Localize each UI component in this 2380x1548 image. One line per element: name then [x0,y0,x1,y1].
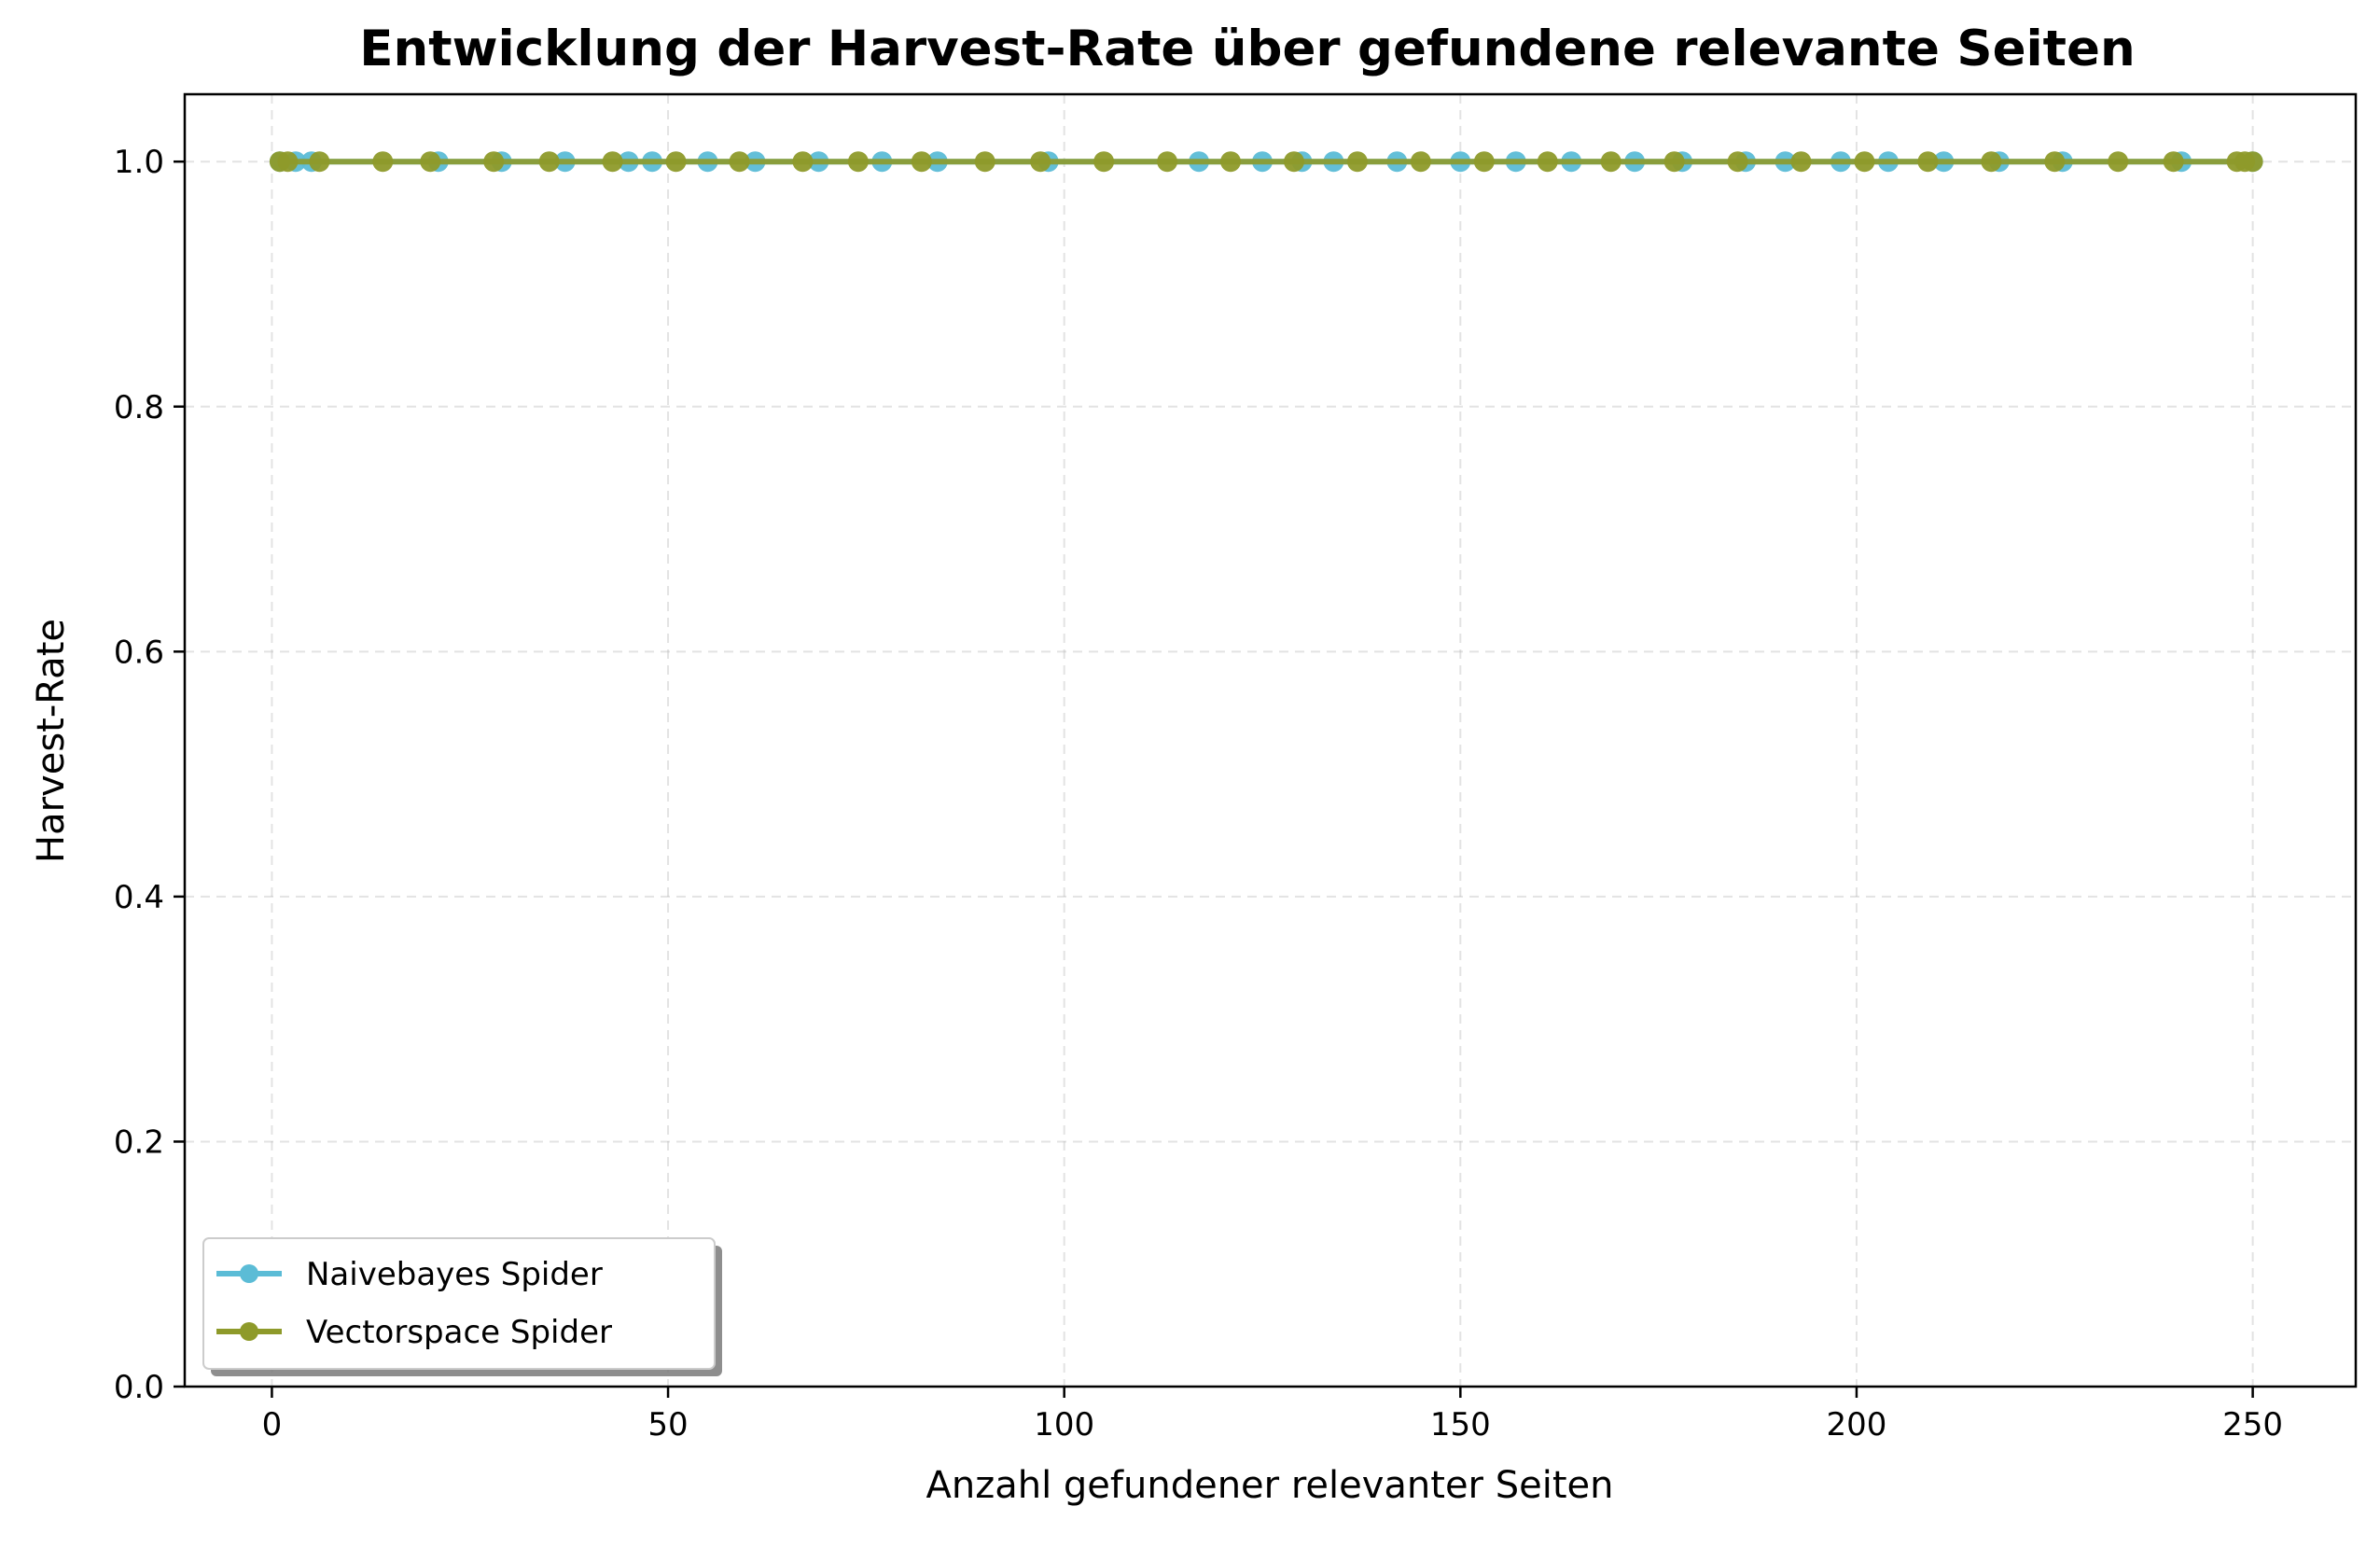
data-point [602,151,623,173]
y-tick-label: 0.2 [114,1123,164,1161]
y-tick-label: 0.8 [114,389,164,426]
y-tick-label: 0.4 [114,879,164,916]
x-tick-label: 0 [262,1406,283,1443]
series-2 [269,151,2263,173]
data-point [1473,151,1495,173]
data-point [974,151,995,173]
data-point [420,151,441,173]
data-point [1981,151,2002,173]
x-tick-label: 150 [1430,1406,1491,1443]
data-point [1410,151,1431,173]
y-tick-label: 1.0 [114,144,164,181]
x-tick-label: 200 [1827,1406,1887,1443]
data-point [1030,151,1051,173]
data-point [2108,151,2129,173]
data-point [483,151,505,173]
legend-marker [240,1322,258,1341]
legend-marker [240,1264,258,1283]
x-tick-label: 100 [1034,1406,1094,1443]
chart-title: Entwicklung der Harvest-Rate über gefund… [359,21,2135,77]
data-point [1600,151,1621,173]
data-point [729,151,750,173]
y-tick-label: 0.0 [114,1369,164,1406]
x-tick-label: 250 [2222,1406,2283,1443]
data-point [309,151,330,173]
legend-label: Naivebayes Spider [306,1256,603,1293]
data-point [665,151,687,173]
axis-ticks: 0 50 100 150 200 250 0.0 0.2 0.4 0.6 0.8 1.0 [114,144,2283,1443]
plot-area-frame [183,92,2358,1388]
data-point [2242,151,2263,173]
data-point [911,151,932,173]
data-point [1283,151,1304,173]
data-point [2163,151,2184,173]
data-point [277,151,299,173]
data-point [372,151,394,173]
data-point [1346,151,1368,173]
data-point [538,151,560,173]
data-point [847,151,869,173]
data-point [1727,151,1748,173]
data-point [1157,151,1178,173]
legend-box [202,1237,716,1370]
data-point [1663,151,1685,173]
data-point [1790,151,1812,173]
data-point [1537,151,1558,173]
data-point [2044,151,2066,173]
legend-label: Vectorspace Spider [306,1314,612,1351]
x-axis-label: Anzahl gefundener relevanter Seiten [926,1464,1614,1507]
data-point [1917,151,1939,173]
data-point [1854,151,1875,173]
legend-entry: Naivebayes Spider [216,1256,603,1293]
legend-entry: Vectorspace Spider [216,1314,612,1351]
chart-legend: Naivebayes Spider Vectorspace Spider [202,1237,722,1376]
x-tick-label: 50 [647,1406,688,1443]
data-point [1093,151,1115,173]
y-tick-label: 0.6 [114,634,164,671]
data-point [1220,151,1242,173]
plot-series [269,151,2263,173]
data-point [792,151,814,173]
y-axis-label: Harvest-Rate [30,619,73,863]
